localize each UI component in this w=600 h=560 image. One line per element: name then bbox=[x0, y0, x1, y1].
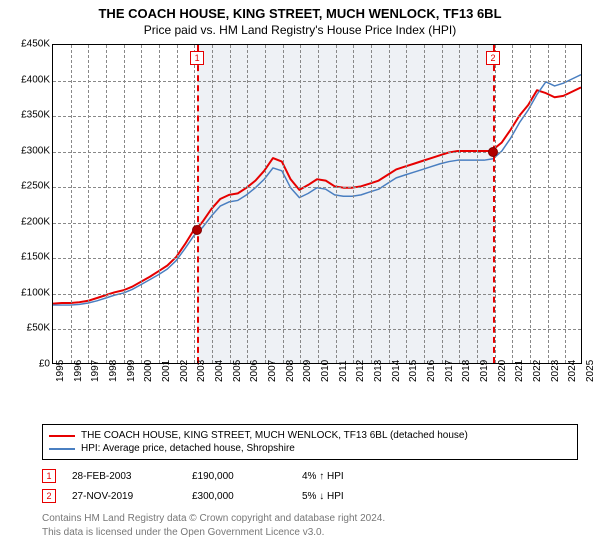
y-tick-label: £200K bbox=[21, 216, 50, 227]
chart-subtitle: Price paid vs. HM Land Registry's House … bbox=[0, 21, 600, 37]
y-tick-label: £250K bbox=[21, 181, 50, 192]
event-date: 28-FEB-2003 bbox=[72, 471, 192, 482]
series-lines bbox=[53, 45, 581, 363]
y-tick-label: £0 bbox=[39, 359, 50, 370]
y-tick-label: £50K bbox=[27, 323, 50, 334]
y-tick-label: £400K bbox=[21, 74, 50, 85]
attribution-line: This data is licensed under the Open Gov… bbox=[42, 526, 578, 540]
table-row: 1 28-FEB-2003 £190,000 4% ↑ HPI bbox=[42, 466, 578, 486]
event-marker-box: 2 bbox=[486, 51, 500, 65]
legend: THE COACH HOUSE, KING STREET, MUCH WENLO… bbox=[42, 424, 578, 460]
y-tick-label: £150K bbox=[21, 252, 50, 263]
event-marker-dot bbox=[488, 147, 498, 157]
event-marker-box: 1 bbox=[42, 469, 56, 483]
legend-swatch-2 bbox=[49, 448, 75, 450]
events-table: 1 28-FEB-2003 £190,000 4% ↑ HPI 2 27-NOV… bbox=[42, 466, 578, 506]
attribution-line: Contains HM Land Registry data © Crown c… bbox=[42, 512, 578, 526]
plot-area: 12 bbox=[52, 44, 582, 364]
event-marker-dot bbox=[192, 225, 202, 235]
legend-label-2: HPI: Average price, detached house, Shro… bbox=[81, 443, 295, 454]
legend-swatch-1 bbox=[49, 435, 75, 437]
legend-row: THE COACH HOUSE, KING STREET, MUCH WENLO… bbox=[49, 429, 571, 442]
table-row: 2 27-NOV-2019 £300,000 5% ↓ HPI bbox=[42, 486, 578, 506]
y-tick-label: £350K bbox=[21, 110, 50, 121]
event-price: £300,000 bbox=[192, 491, 302, 502]
y-tick-label: £100K bbox=[21, 287, 50, 298]
event-marker-box: 1 bbox=[190, 51, 204, 65]
event-diff: 4% ↑ HPI bbox=[302, 471, 392, 482]
legend-row: HPI: Average price, detached house, Shro… bbox=[49, 442, 571, 455]
attribution: Contains HM Land Registry data © Crown c… bbox=[42, 512, 578, 539]
y-tick-label: £300K bbox=[21, 145, 50, 156]
y-tick-label: £450K bbox=[21, 39, 50, 50]
event-marker-box: 2 bbox=[42, 489, 56, 503]
legend-label-1: THE COACH HOUSE, KING STREET, MUCH WENLO… bbox=[81, 430, 468, 441]
event-date: 27-NOV-2019 bbox=[72, 491, 192, 502]
event-diff: 5% ↓ HPI bbox=[302, 491, 392, 502]
x-tick-label: 2025 bbox=[585, 360, 600, 382]
chart-area: 12 £0£50K£100K£150K£200K£250K£300K£350K£… bbox=[0, 44, 600, 400]
event-price: £190,000 bbox=[192, 471, 302, 482]
chart-title: THE COACH HOUSE, KING STREET, MUCH WENLO… bbox=[0, 0, 600, 21]
